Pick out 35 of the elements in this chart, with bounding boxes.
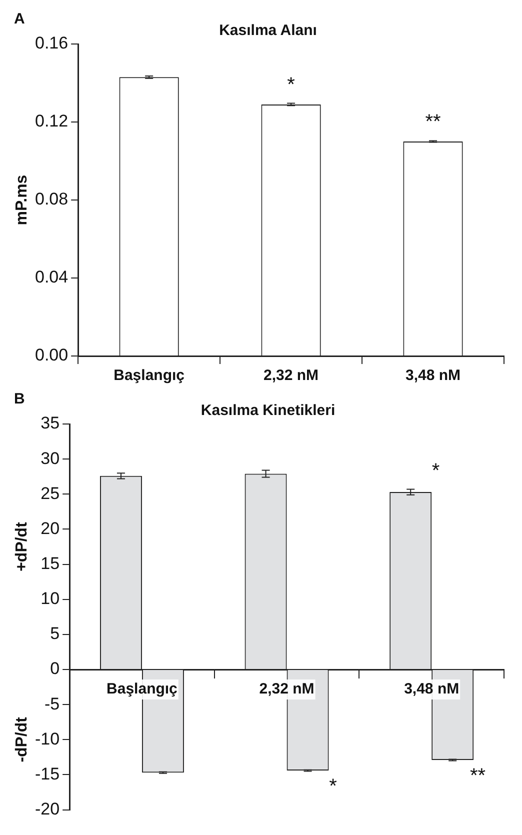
y-tick-label: 0	[50, 659, 60, 678]
x-tick-label: 2,32 nM	[264, 367, 319, 384]
annotation: *	[287, 74, 296, 96]
y-tick-label: 20	[40, 518, 60, 538]
y-tick-label: 0.04	[34, 268, 68, 287]
x-tick-label: Başlangıç	[114, 367, 185, 384]
y-tick-label: 0.12	[34, 112, 68, 131]
y-tick-label: 15	[40, 554, 60, 573]
y-tick-label: -20	[34, 799, 60, 818]
y-tick-label: -15	[34, 764, 60, 784]
annotation: *	[329, 776, 338, 798]
annotation: **	[425, 111, 442, 134]
y-tick-label: 30	[40, 448, 60, 468]
x-tick-label: 3,48 nM	[404, 680, 460, 698]
y-axis-title: mP.ms	[13, 174, 30, 226]
x-tick-label: Başlangıç	[106, 680, 178, 698]
y-tick-label: 0.08	[34, 190, 68, 209]
text: B	[14, 390, 25, 408]
annotation: *	[432, 460, 440, 482]
text: -dP/dt	[13, 716, 30, 762]
text: A	[14, 10, 25, 28]
y-axis-title: +dP/dt	[13, 521, 30, 572]
y-tick-label: 0.00	[34, 346, 68, 365]
chart-title: Kasılma Kinetikleri	[200, 402, 336, 420]
x-tick-label: 2,32 nM	[259, 680, 314, 698]
x-tick-label: 3,48 nM	[406, 367, 461, 384]
y-tick-label: 5	[50, 624, 60, 644]
y-tick-label: -5	[44, 694, 60, 714]
annotation: **	[470, 765, 486, 788]
y-tick-label: 0.16	[34, 34, 68, 53]
y-tick-label: 10	[40, 589, 60, 608]
chart-title: Kasılma Alanı	[219, 22, 317, 40]
y-tick-label: -10	[34, 729, 60, 748]
y-tick-label: 35	[40, 414, 60, 433]
y-tick-label: 25	[40, 484, 60, 503]
